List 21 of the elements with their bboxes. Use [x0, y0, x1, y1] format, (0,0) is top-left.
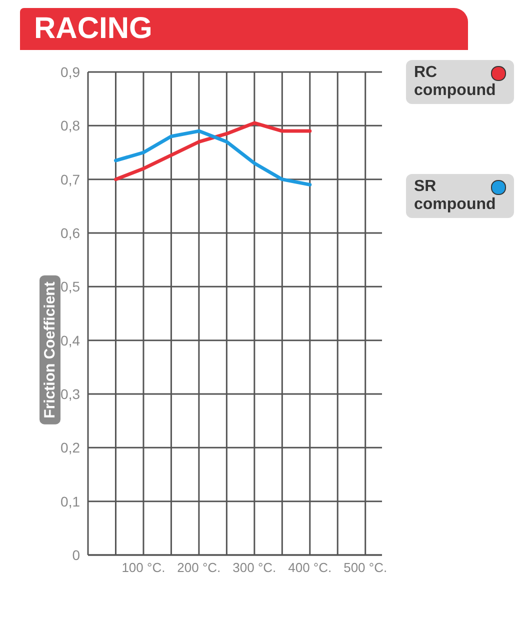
y-tick-label: 0,1: [60, 493, 80, 510]
x-tick-label: 100 °C.: [122, 560, 166, 576]
x-tick-label: 200 °C.: [177, 560, 221, 576]
x-tick-label: 500 °C.: [344, 560, 388, 576]
y-tick-label: 0,3: [60, 386, 80, 402]
x-tick-label: 400 °C.: [288, 560, 332, 576]
x-tick-label: 300 °C.: [232, 560, 276, 576]
y-tick-label: 0,7: [60, 171, 80, 188]
legend-label: RC compound: [414, 64, 497, 100]
y-tick-label: 0,6: [60, 224, 80, 241]
y-tick-label: 0,5: [60, 278, 80, 295]
line-series: [114, 121, 312, 182]
y-tick-label: 0,9: [60, 64, 80, 80]
chart-title: RACING: [20, 8, 468, 50]
y-axis-title: Friction Coefficient: [40, 276, 60, 424]
y-tick-label: 0: [72, 546, 80, 563]
line-series: [114, 129, 312, 186]
legend-label: SR compound: [414, 178, 497, 214]
y-tick-label: 0,4: [60, 332, 80, 348]
y-tick-label: 0,8: [60, 118, 80, 134]
y-tick-label: 0,2: [60, 440, 80, 456]
